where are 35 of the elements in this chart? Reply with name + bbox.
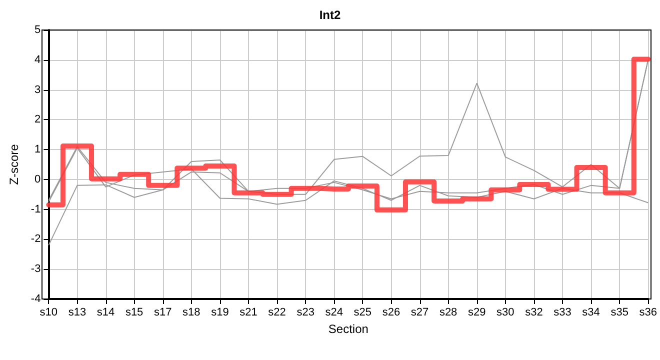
x-tick-label: s36 xyxy=(639,306,658,318)
x-tick-label: s23 xyxy=(296,306,314,318)
x-tick-label: s34 xyxy=(582,306,600,318)
x-tick-label: s28 xyxy=(439,306,458,318)
x-tick-label: s19 xyxy=(211,306,229,318)
x-tick-label: s27 xyxy=(410,306,429,318)
y-axis-title: Z-score xyxy=(7,144,21,185)
y-tick-label: 4 xyxy=(34,54,41,66)
x-tick-label: s10 xyxy=(40,306,58,318)
y-tick-label: 1 xyxy=(34,144,41,156)
chart-title: Int2 xyxy=(319,8,341,22)
x-tick-label: s35 xyxy=(610,306,628,318)
x-axis-title: Section xyxy=(328,322,368,336)
x-tick-label: s17 xyxy=(154,306,172,318)
y-tick-label: -4 xyxy=(30,293,41,305)
x-tick-label: s24 xyxy=(325,306,344,318)
x-tick-label: s25 xyxy=(354,306,372,318)
y-tick-label: 5 xyxy=(34,24,41,36)
y-tick-label: 2 xyxy=(34,114,41,126)
x-tick-label: s32 xyxy=(525,306,543,318)
x-tick-label: s29 xyxy=(468,306,486,318)
x-tick-label: s30 xyxy=(496,306,514,318)
x-tick-label: s33 xyxy=(554,306,572,318)
x-tick-label: s22 xyxy=(268,306,286,318)
y-tick-label: -3 xyxy=(30,263,41,276)
y-tick-label: 0 xyxy=(34,173,41,186)
y-tick-label: -2 xyxy=(30,233,41,246)
y-tick-label: 3 xyxy=(34,84,41,96)
x-tick-label: s15 xyxy=(125,306,144,318)
x-tick-label: s14 xyxy=(96,306,115,318)
x-tick-label: s21 xyxy=(240,306,258,318)
x-tick-label: s18 xyxy=(182,306,200,318)
y-tick-label: -1 xyxy=(30,203,41,216)
x-tick-label: s13 xyxy=(68,306,86,318)
x-tick-label: s26 xyxy=(382,306,400,318)
